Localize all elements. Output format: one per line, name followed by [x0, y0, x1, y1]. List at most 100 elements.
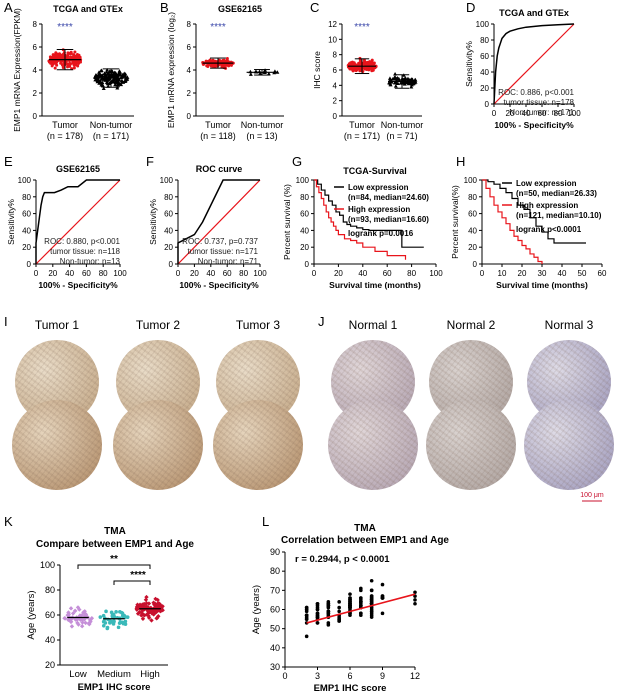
data-point	[108, 618, 112, 623]
data-point	[369, 578, 374, 583]
data-point	[144, 601, 149, 606]
data-point	[83, 612, 89, 617]
ihc-image-normal-zoom	[426, 400, 516, 490]
reference-diagonal	[177, 179, 261, 265]
x-tick-label: Non-tumor	[241, 120, 284, 130]
significance-marker: **	[110, 554, 118, 565]
y-axis-label: IHC score	[312, 51, 322, 89]
y-tick-label: 6	[33, 43, 38, 52]
data-point	[119, 82, 124, 87]
x-tick-label: 10	[498, 269, 507, 278]
roc-annotation: tumor tissue: n=118	[50, 247, 120, 256]
roc-curve	[35, 179, 120, 264]
data-point	[76, 616, 82, 621]
data-point	[369, 588, 374, 593]
data-point	[76, 61, 80, 65]
data-point	[64, 62, 68, 66]
x-tick-label: Non-tumor	[90, 120, 133, 130]
data-point	[140, 616, 146, 621]
data-point	[64, 59, 68, 63]
data-point	[111, 79, 116, 84]
data-point	[395, 75, 400, 80]
data-point	[79, 624, 85, 629]
y-tick-label: 40	[164, 226, 173, 235]
x-tick-label: 0	[492, 109, 497, 118]
data-point	[98, 615, 103, 619]
y-tick-label: 80	[45, 585, 55, 595]
y-tick-label: 20	[480, 84, 489, 93]
data-point	[151, 600, 156, 605]
legend-label: High expression	[348, 205, 410, 214]
survival-curve	[482, 179, 543, 264]
x-tick-label: 30	[538, 269, 547, 278]
data-point	[116, 77, 121, 82]
y-tick-label: 4	[333, 81, 338, 90]
data-point	[370, 61, 374, 65]
y-tick-label: 4	[187, 66, 192, 75]
y-tick-label: 6	[187, 43, 192, 52]
y-tick-label: 20	[300, 243, 309, 252]
data-point	[390, 77, 395, 81]
data-point	[125, 615, 130, 619]
data-point	[62, 615, 67, 621]
significance-marker: ****	[354, 22, 370, 33]
roc-annotation: ROC: 0.886, p<0.001	[498, 88, 574, 97]
chart-title: TCGA and GTEx	[53, 4, 123, 14]
ihc-image-tumor-zoom	[213, 400, 303, 490]
data-point	[72, 608, 78, 614]
sig-bracket	[113, 580, 151, 585]
x-axis-label: 100% - Specificity%	[38, 280, 118, 290]
logrank-label: logrank p<0.0001	[516, 225, 582, 234]
data-point	[73, 617, 79, 622]
data-point	[156, 614, 161, 619]
y-axis-label: Percent survival (%)	[282, 184, 292, 260]
x-tick-label: 20	[334, 269, 343, 278]
data-point	[123, 78, 128, 83]
data-point	[368, 66, 372, 70]
data-point	[146, 615, 152, 621]
data-point	[351, 66, 355, 70]
significance-marker: ****	[130, 570, 146, 581]
y-tick-label: 8	[187, 20, 192, 29]
roc-annotation: ROC: 0.880, p<0.001	[44, 237, 120, 246]
x-axis-label: EMP1 IHC score	[78, 682, 151, 693]
x-tick-label: 0	[480, 269, 485, 278]
chart-title: TMA	[354, 523, 376, 534]
x-tick-label: 12	[410, 671, 420, 681]
x-tick-label: 100	[253, 269, 267, 278]
y-tick-label: 60	[164, 210, 173, 219]
ihc-title-tumor: Tumor 1	[34, 318, 80, 332]
data-point	[304, 613, 309, 618]
x-tick-label: 0	[282, 671, 287, 681]
y-tick-label: 60	[45, 610, 55, 620]
data-point	[393, 84, 398, 88]
data-point	[121, 615, 126, 619]
y-tick-label: 30	[270, 662, 280, 672]
legend-label: Low expression	[348, 183, 409, 192]
legend-detail: (n=50, median=26.33)	[516, 189, 597, 198]
data-point	[76, 622, 81, 627]
data-point	[105, 67, 110, 72]
data-point	[153, 596, 158, 602]
data-point	[392, 80, 397, 85]
data-point	[140, 608, 145, 613]
data-point	[401, 77, 406, 82]
data-point	[66, 610, 71, 615]
data-point	[48, 55, 52, 59]
y-axis-label: Sensitivity%	[464, 41, 474, 87]
roc-annotation: Non-tumor: n=13	[60, 257, 121, 266]
chart-subtitle: Correlation between EMP1 and Age	[281, 535, 449, 546]
x-tick-label: 80	[407, 269, 416, 278]
y-axis-label: Sensitivity%	[6, 199, 16, 245]
logrank-label: logrank p=0.0016	[348, 229, 414, 238]
data-point	[54, 61, 58, 65]
data-point	[214, 64, 218, 68]
data-point	[116, 71, 121, 76]
y-axis-label: EMP1 mRNA expression (log₂)	[166, 12, 176, 128]
x-tick-label: High	[140, 669, 160, 680]
data-point	[304, 634, 309, 639]
y-tick-label: 90	[270, 547, 280, 557]
x-tick-label: Tumor	[349, 120, 375, 130]
data-point	[211, 63, 215, 67]
